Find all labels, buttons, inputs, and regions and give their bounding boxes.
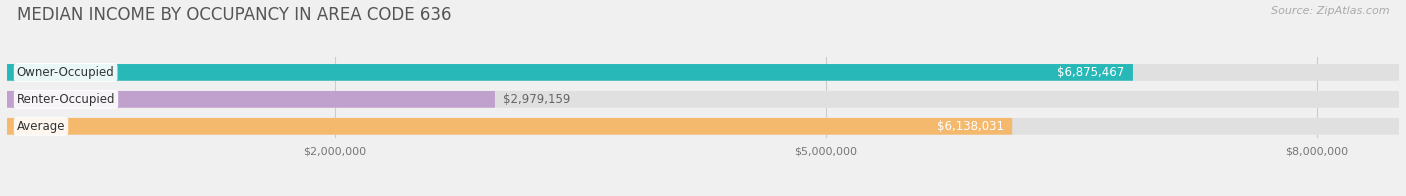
Text: Source: ZipAtlas.com: Source: ZipAtlas.com [1271,6,1389,16]
FancyBboxPatch shape [7,64,1399,81]
Text: MEDIAN INCOME BY OCCUPANCY IN AREA CODE 636: MEDIAN INCOME BY OCCUPANCY IN AREA CODE … [17,6,451,24]
Text: $6,138,031: $6,138,031 [936,120,1004,133]
Text: $6,875,467: $6,875,467 [1057,66,1125,79]
FancyBboxPatch shape [7,118,1399,135]
FancyBboxPatch shape [7,91,495,108]
Text: Average: Average [17,120,65,133]
FancyBboxPatch shape [7,118,1012,135]
Text: Owner-Occupied: Owner-Occupied [17,66,114,79]
FancyBboxPatch shape [7,91,1399,108]
Text: $2,979,159: $2,979,159 [503,93,571,106]
FancyBboxPatch shape [7,64,1133,81]
Text: Renter-Occupied: Renter-Occupied [17,93,115,106]
